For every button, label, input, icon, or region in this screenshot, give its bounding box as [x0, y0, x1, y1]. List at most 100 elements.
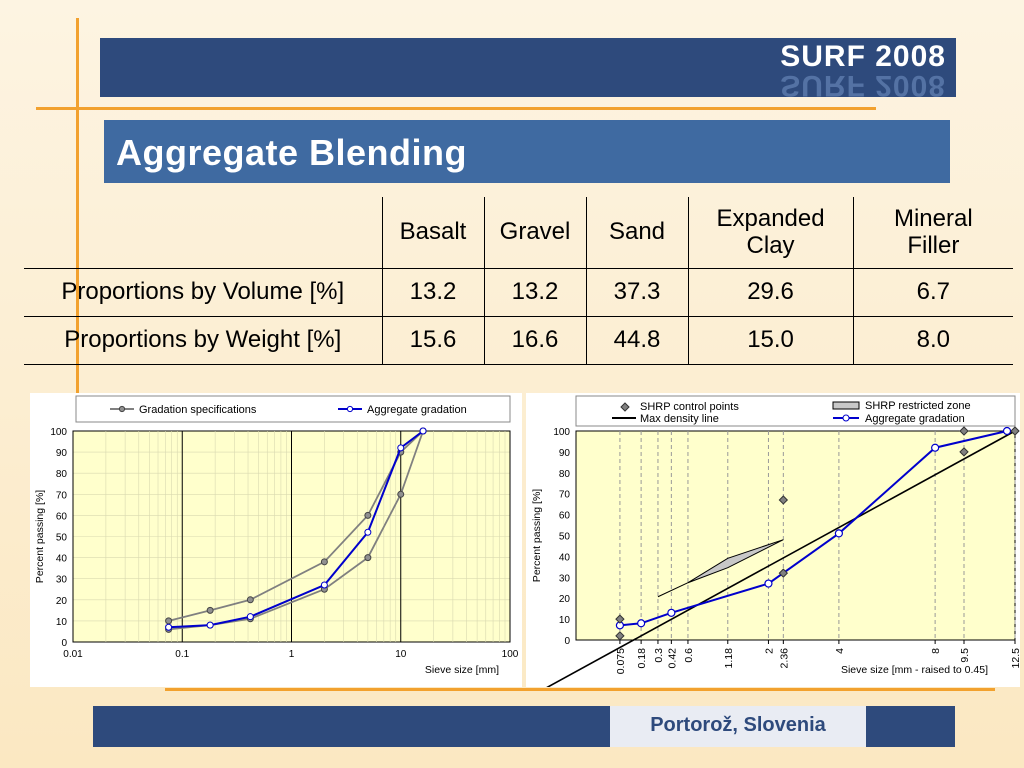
footer-location: Portorož, Slovenia	[650, 714, 826, 736]
x-tick-label: 0.3	[653, 648, 665, 663]
header-bar: SURF 2008 SURF 2008	[100, 38, 956, 102]
x-tick-label: 0.6	[683, 648, 695, 663]
decor-horizontal-line-bottom	[165, 688, 995, 691]
x-tick-label: 4	[834, 648, 846, 654]
y-tick-label: 30	[56, 575, 68, 586]
table-row-volume: Proportions by Volume [%] 13.2 13.2 37.3…	[24, 268, 1014, 316]
x-tick-label: 0.42	[666, 648, 678, 669]
y-tick-label: 100	[50, 427, 67, 438]
y-tick-label: 10	[559, 615, 571, 626]
max-density-line	[546, 430, 1016, 687]
cell-weight-gravel: 16.6	[483, 316, 586, 364]
x-tick-label: 2	[763, 648, 775, 654]
control-point	[1010, 426, 1020, 436]
legend-label-aggregate: Aggregate gradation	[865, 413, 965, 425]
y-tick-label: 0	[564, 636, 570, 647]
table-header-row: Basalt Gravel Sand Expanded Clay Mineral…	[24, 197, 1014, 268]
point-specification	[206, 606, 214, 614]
y-axis-label: Percent passing [%]	[531, 489, 543, 582]
point-aggregate	[320, 581, 328, 589]
y-tick-label: 50	[559, 532, 571, 543]
x-tick-label: 0.01	[63, 649, 83, 660]
x-tick-label: 0.18	[636, 648, 648, 669]
y-tick-label: 20	[559, 594, 571, 605]
table-header-basalt: Basalt	[381, 197, 484, 268]
legend-marker-specifications	[118, 405, 126, 413]
x-axis-label: Sieve size [mm]	[425, 664, 499, 676]
footer-location-panel	[610, 706, 866, 747]
x-axis-label: Sieve size [mm - raised to 0.45]	[841, 664, 988, 676]
legend-box	[575, 395, 1016, 427]
legend-marker-control-points	[620, 402, 630, 412]
legend-label-control-points: SHRP control points	[640, 401, 739, 413]
y-tick-label: 50	[56, 533, 68, 544]
y-tick-label: 40	[56, 554, 68, 565]
conference-badge: SURF 2008	[780, 40, 946, 73]
x-tick-label: 12.5	[1010, 648, 1020, 669]
y-tick-label: 70	[559, 490, 571, 501]
legend-box	[75, 395, 511, 423]
y-tick-label: 10	[56, 617, 68, 628]
y-tick-label: 40	[559, 552, 571, 563]
x-tick-label: 0.1	[175, 649, 189, 660]
control-point	[959, 447, 969, 457]
y-axis-label: Percent passing [%]	[34, 490, 46, 583]
y-tick-label: 30	[559, 573, 571, 584]
restricted-zone	[657, 539, 784, 598]
legend-label-max-density: Max density line	[640, 413, 719, 425]
y-tick-label: 70	[56, 490, 68, 501]
y-tick-label: 60	[559, 511, 571, 522]
legend-marker-aggregate	[346, 405, 354, 413]
cell-volume-expanded-clay: 29.6	[687, 268, 854, 316]
y-tick-label: 80	[559, 469, 571, 480]
row-label-weight: Proportions by Weight [%]	[64, 326, 342, 353]
x-tick-label: 1	[289, 649, 295, 660]
x-tick-label: 100	[502, 649, 519, 660]
cell-weight-sand: 44.8	[585, 316, 688, 364]
cell-volume-basalt: 13.2	[381, 268, 484, 316]
table-row-weight: Proportions by Weight [%] 15.6 16.6 44.8…	[24, 316, 1014, 364]
point-specification	[397, 490, 405, 498]
point-aggregate	[637, 619, 646, 628]
cell-volume-mineral-filler: 6.7	[852, 268, 1014, 316]
control-point	[778, 568, 789, 578]
legend-label-restricted-zone: SHRP restricted zone	[865, 400, 971, 412]
cell-weight-expanded-clay: 15.0	[687, 316, 854, 364]
y-tick-label: 100	[553, 427, 570, 438]
control-point	[778, 495, 789, 505]
legend-marker-aggregate	[842, 414, 850, 422]
point-aggregate	[165, 623, 173, 631]
point-aggregate	[1002, 426, 1012, 436]
decor-horizontal-line	[36, 107, 876, 110]
point-specification	[165, 617, 173, 625]
legend-marker-restricted-zone	[832, 401, 860, 410]
decor-vertical-line	[76, 18, 79, 398]
point-aggregate	[206, 621, 214, 629]
row-label-volume: Proportions by Volume [%]	[61, 278, 345, 305]
y-tick-label: 20	[56, 596, 68, 607]
cell-volume-gravel: 13.2	[483, 268, 586, 316]
point-aggregate	[419, 427, 427, 435]
y-tick-label: 60	[56, 511, 68, 522]
x-tick-label: 8	[930, 648, 942, 654]
y-tick-label: 80	[56, 469, 68, 480]
conference-badge-reflection: SURF 2008	[780, 69, 946, 102]
point-aggregate	[667, 608, 676, 617]
x-tick-label: 2.36	[778, 648, 790, 669]
x-tick-label: 0.075	[615, 648, 627, 674]
control-point	[615, 614, 625, 624]
gradation-power-chart: SHRP control points SHRP restricted zone M…	[526, 393, 1020, 687]
y-tick-label: 0	[61, 638, 67, 649]
cell-volume-sand: 37.3	[585, 268, 688, 316]
title-bar: Aggregate Blending	[104, 120, 950, 183]
cell-weight-mineral-filler: 8.0	[852, 316, 1014, 364]
control-point	[615, 631, 625, 641]
table-header-gravel: Gravel	[483, 197, 586, 268]
point-aggregate	[931, 443, 940, 452]
point-aggregate	[764, 579, 773, 588]
y-tick-label: 90	[559, 448, 571, 459]
point-specification	[364, 511, 372, 519]
table-header-sand: Sand	[585, 197, 688, 268]
proportions-table: Basalt Gravel Sand Expanded Clay Mineral…	[24, 197, 1014, 365]
